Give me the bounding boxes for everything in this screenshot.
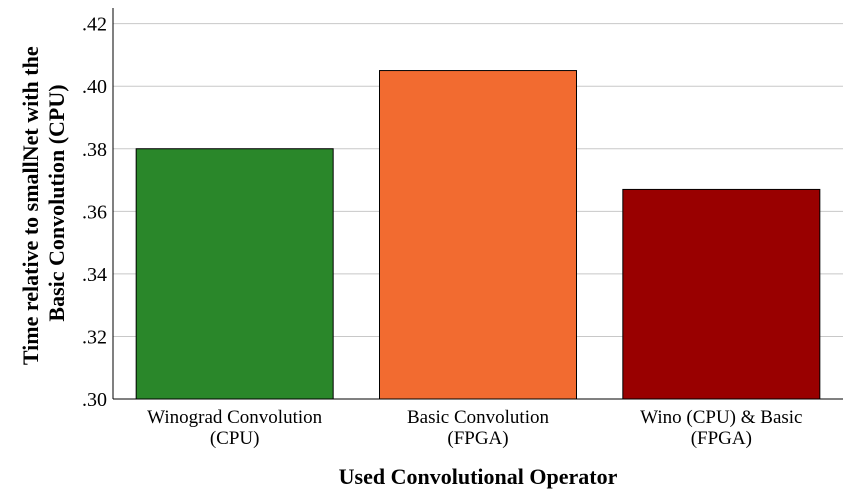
y-tick-label: .38 [82, 139, 107, 161]
y-tick-label: .34 [82, 264, 107, 286]
y-tick-label: .42 [82, 14, 107, 36]
y-tick-label: .32 [82, 326, 107, 348]
y-tick-label: .40 [82, 76, 107, 98]
bars [135, 70, 821, 400]
y-axis-title-line-2: Basic Convolution (CPU) [44, 84, 69, 321]
x-category-label-line: Wino (CPU) & Basic [640, 407, 802, 428]
y-tick-label: .30 [82, 389, 107, 411]
axes [112, 8, 843, 400]
x-category-labels: Winograd Convolution (CPU) Basic Convoluti… [147, 407, 802, 449]
y-tick-labels: .30 .32 .34 .36 .38 .40 .42 [82, 14, 107, 411]
bar [135, 148, 334, 400]
x-category-label-line: Basic Convolution [407, 407, 549, 428]
bar [379, 70, 577, 400]
x-category-label-line: (FPGA) [447, 428, 508, 449]
x-category-label: Winograd Convolution (CPU) [147, 407, 322, 449]
y-tick-label: .36 [82, 201, 107, 223]
y-axis-title-line-1: Time relative to smallNet with the [18, 46, 43, 365]
x-category-label-line: (CPU) [210, 428, 260, 449]
x-axis-title: Used Convolutional Operator [339, 464, 618, 489]
x-category-label: Basic Convolution (FPGA) [407, 407, 549, 449]
x-category-label-line: Winograd Convolution [147, 407, 322, 428]
bar [622, 188, 821, 400]
y-axis-title: Time relative to smallNet with the Basic… [18, 41, 69, 365]
x-category-label: Wino (CPU) & Basic (FPGA) [640, 407, 802, 449]
x-category-label-line: (FPGA) [691, 428, 752, 449]
